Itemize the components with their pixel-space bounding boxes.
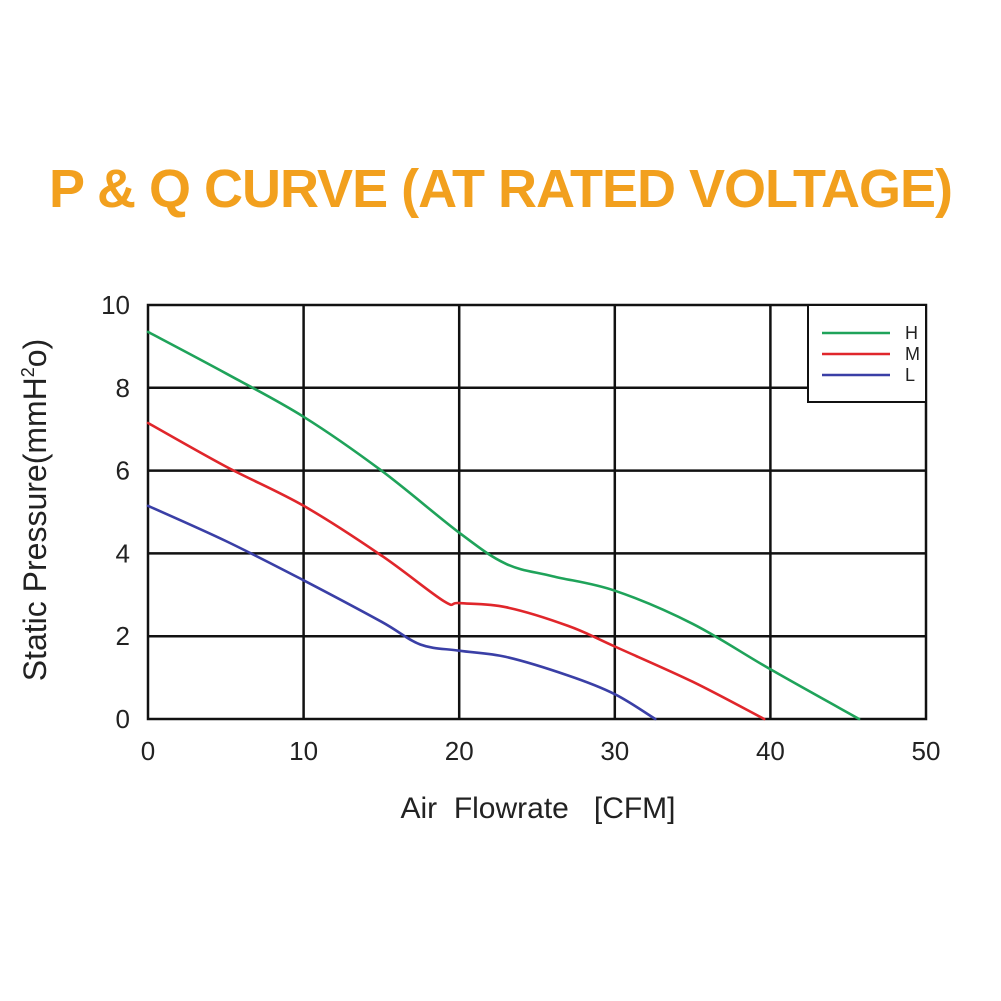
plot-border: [146, 303, 928, 721]
y-axis-label-main: Static Pressure(mmH: [17, 377, 53, 681]
series-line-M: [146, 421, 766, 721]
x-tick-label-20: 20: [445, 736, 474, 766]
x-tick-label-10: 10: [289, 736, 318, 766]
x-tick-label-50: 50: [912, 736, 941, 766]
y-tick-label-2: 2: [116, 621, 130, 651]
legend: HML: [807, 304, 927, 403]
y-tick-labels: 0 2 4 6 8 10: [101, 290, 130, 734]
legend-label-M: M: [905, 344, 920, 364]
grid-lines: [148, 305, 926, 719]
x-tick-labels: 0 10 20 30 40 50: [141, 736, 941, 766]
y-tick-label-6: 6: [116, 456, 130, 486]
y-tick-label-8: 8: [116, 373, 130, 403]
legend-label-L: L: [905, 365, 915, 385]
x-tick-label-0: 0: [141, 736, 155, 766]
legend-label-H: H: [905, 323, 918, 343]
y-tick-label-10: 10: [101, 290, 130, 320]
series-line-L: [146, 504, 657, 721]
y-tick-label-4: 4: [116, 538, 130, 568]
series-lines: [146, 330, 861, 721]
plot-frame: [146, 303, 928, 721]
y-axis-label: Static Pressure(mmH2o): [17, 339, 53, 682]
x-tick-label-40: 40: [756, 736, 785, 766]
x-tick-label-30: 30: [600, 736, 629, 766]
series-line-H: [146, 330, 861, 721]
y-axis-label-superscript: 2: [18, 367, 38, 377]
y-tick-label-0: 0: [116, 704, 130, 734]
y-axis-label-tail: o): [17, 339, 53, 367]
x-axis-label: Air Flowrate [CFM]: [400, 792, 675, 825]
chart-title: P & Q CURVE (AT RATED VOLTAGE): [48, 159, 953, 219]
